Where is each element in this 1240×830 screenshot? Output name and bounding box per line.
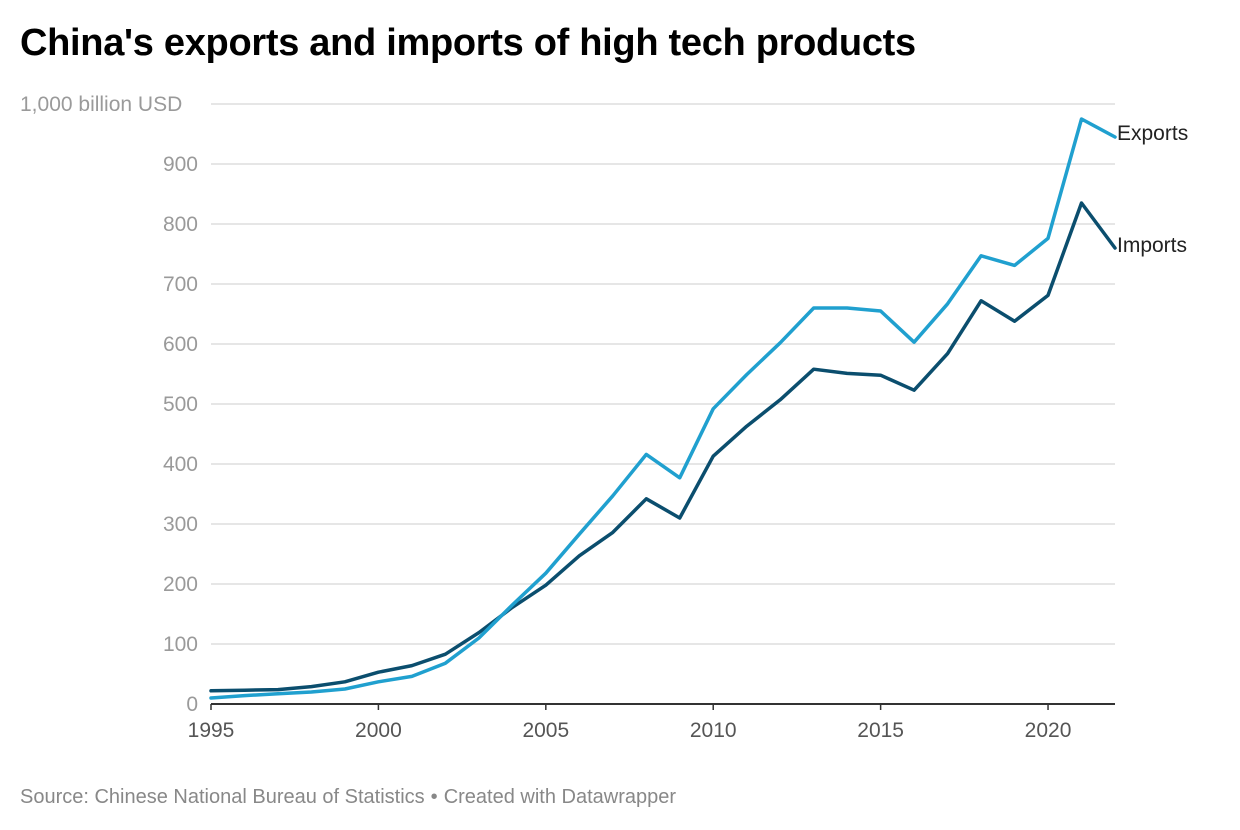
series-line-exports (209, 117, 1117, 700)
data-point-exports (879, 309, 882, 313)
data-point-imports (611, 531, 614, 534)
data-point-exports (243, 694, 246, 697)
footer-separator: • (430, 786, 438, 808)
data-point-exports (1080, 117, 1083, 121)
data-point-exports (812, 306, 815, 310)
series-labels: Exports Imports (1117, 122, 1188, 257)
data-point-exports (946, 302, 949, 305)
y-tick-label: 600 (163, 333, 198, 356)
data-point-imports (343, 680, 347, 683)
data-point-exports (678, 476, 681, 479)
data-point-imports (678, 516, 681, 520)
y-tick-label: 200 (163, 573, 198, 596)
data-point-exports (778, 341, 782, 344)
data-point-exports (377, 680, 380, 683)
series-lines (209, 117, 1117, 700)
y-tick-label: 1,000 billion USD (20, 93, 182, 116)
data-point-exports (310, 690, 313, 694)
data-point-imports (310, 685, 313, 688)
y-tick-label: 700 (163, 273, 198, 296)
data-point-imports (812, 368, 815, 371)
x-tick-label: 2010 (690, 719, 737, 742)
x-tick-label: 2000 (355, 719, 402, 742)
data-point-imports (1046, 294, 1050, 297)
data-point-exports (1013, 264, 1016, 267)
data-point-imports (243, 689, 246, 692)
y-tick-label: 400 (163, 453, 198, 476)
data-point-exports (209, 696, 213, 700)
data-point-exports (410, 675, 414, 678)
y-tick-label: 0 (186, 693, 198, 716)
series-label-imports: Imports (1117, 234, 1187, 257)
data-point-imports (578, 554, 581, 557)
x-tick-label: 2020 (1025, 719, 1072, 742)
y-tick-label: 100 (163, 633, 198, 656)
series-line-imports (209, 201, 1117, 693)
gridlines (211, 103, 1115, 645)
data-point-exports (611, 494, 614, 497)
x-tick-label: 1995 (188, 719, 235, 742)
data-point-exports (276, 692, 280, 695)
chart-title: China's exports and imports of high tech… (20, 22, 916, 64)
data-point-exports (544, 572, 548, 575)
y-tick-label: 500 (163, 393, 198, 416)
data-point-imports (879, 374, 882, 377)
data-point-imports (845, 372, 849, 375)
data-point-imports (544, 584, 548, 587)
y-tick-label: 800 (163, 213, 198, 236)
data-point-imports (979, 299, 983, 302)
y-axis-ticks: 0 100 200 300 400 500 600 700 800 900 1,000 billio… (20, 93, 198, 716)
line-chart: 0 100 200 300 400 500 600 700 800 900 1,000 billio… (20, 93, 1188, 742)
chart-footer: Source: Chinese National Bureau of Stati… (20, 786, 676, 809)
data-point-imports (444, 653, 447, 656)
data-point-exports (343, 687, 347, 691)
x-axis: 1995 2000 2005 2010 2015 2020 (188, 703, 1115, 742)
data-point-imports (946, 352, 949, 355)
data-point-imports (209, 689, 213, 692)
data-point-exports (1046, 237, 1050, 240)
data-point-exports (511, 603, 514, 607)
data-point-imports (712, 455, 715, 458)
data-point-imports (377, 671, 380, 674)
series-label-exports: Exports (1117, 122, 1188, 145)
data-point-exports (1113, 135, 1117, 139)
data-point-imports (645, 497, 648, 500)
data-point-imports (477, 631, 481, 634)
data-point-exports (578, 533, 581, 536)
data-point-imports (1080, 201, 1083, 205)
credit-note: Created with Datawrapper (443, 786, 677, 808)
data-point-imports (745, 425, 748, 428)
y-tick-label: 300 (163, 513, 198, 536)
data-point-imports (1113, 246, 1117, 250)
data-point-exports (444, 662, 447, 665)
y-tick-label: 900 (163, 153, 198, 176)
x-tick-label: 2005 (522, 719, 569, 742)
data-point-imports (410, 664, 414, 667)
data-point-imports (778, 398, 782, 401)
data-point-exports (712, 407, 715, 410)
x-tick-label: 2015 (857, 719, 904, 742)
data-point-exports (912, 341, 916, 344)
data-point-imports (1013, 320, 1016, 323)
data-point-exports (477, 636, 481, 640)
source-note: Source: Chinese National Bureau of Stati… (20, 786, 425, 808)
data-point-exports (645, 453, 648, 456)
data-point-exports (979, 254, 983, 257)
data-point-imports (912, 389, 916, 392)
data-point-exports (845, 306, 849, 310)
data-point-imports (276, 688, 280, 691)
data-point-exports (745, 373, 748, 376)
